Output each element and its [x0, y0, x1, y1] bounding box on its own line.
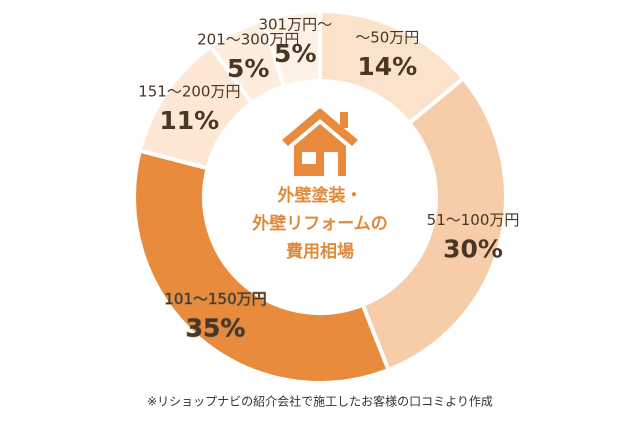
slice [260, 8, 322, 90]
value-label: 5% [227, 54, 269, 83]
slice [360, 75, 508, 373]
roof [282, 108, 358, 146]
footnote: ※リショップナビの紹介会社で施工したお客様の口コミより作成 [147, 394, 493, 409]
category-label: 201〜300万円 [197, 31, 299, 49]
category-label: 151〜200万円 [138, 83, 240, 101]
category-label: 〜50万円 [355, 29, 419, 47]
window [302, 152, 316, 164]
donut [132, 8, 508, 385]
category-label: 301万円〜 [258, 15, 332, 33]
value-label: 30% [443, 234, 503, 263]
chimney [340, 112, 348, 128]
center-title: 費用相場 [286, 241, 354, 262]
value-label: 11% [159, 106, 219, 135]
center-title: 外壁塗装・ [278, 185, 363, 206]
value-label: 14% [357, 52, 417, 81]
center-title: 外壁リフォームの [252, 213, 388, 234]
door [324, 152, 338, 176]
category-label: 51〜100万円 [427, 211, 520, 229]
slice [132, 148, 392, 385]
house-icon [282, 108, 358, 176]
value-label: 5% [274, 39, 316, 68]
category-label: 101〜150万円 [164, 290, 266, 308]
value-label: 35% [186, 314, 246, 343]
